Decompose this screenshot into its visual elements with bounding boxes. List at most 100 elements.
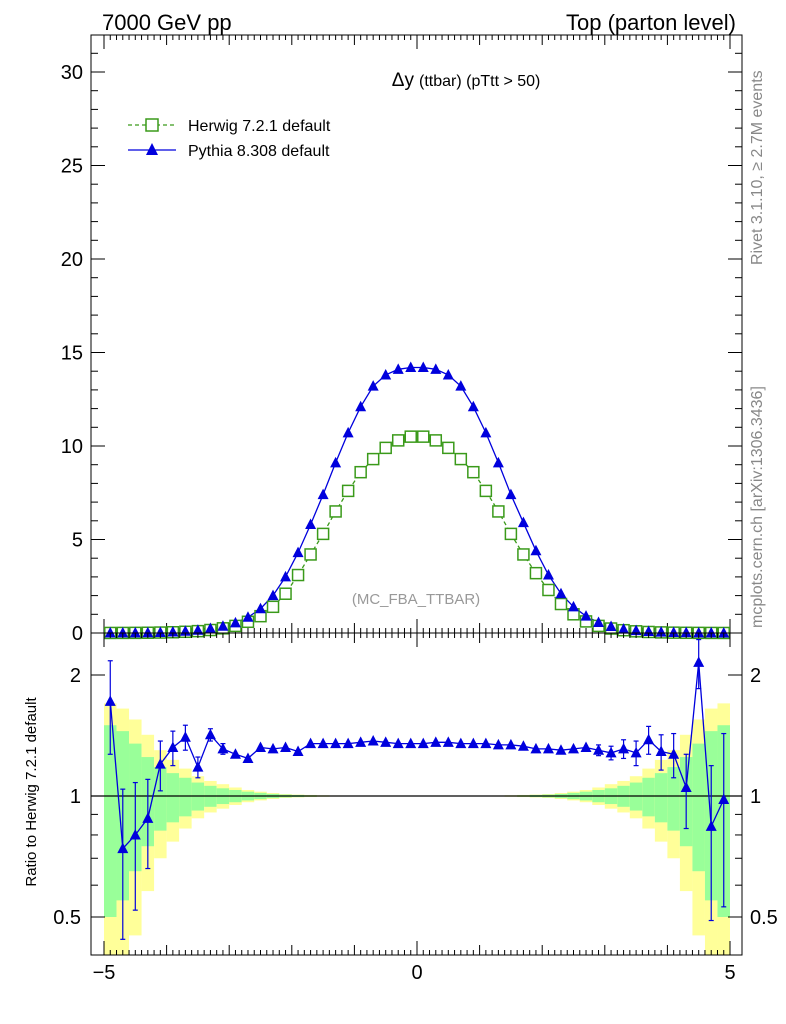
herwig-point (529, 566, 543, 580)
ratio-ytick-label-right: 1 (750, 786, 761, 808)
main-ytick-label: 0 (72, 623, 83, 645)
pythia-point (292, 546, 304, 558)
rivet-version-label: Rivet 3.1.10, ≥ 2.7M events (749, 70, 766, 265)
legend: Herwig 7.2.1 default Pythia 8.308 defaul… (128, 118, 331, 160)
ratio-band-inner (166, 773, 180, 823)
legend-herwig-label: Herwig 7.2.1 default (188, 118, 331, 135)
ratio-point (255, 741, 266, 753)
herwig-point (341, 484, 355, 498)
herwig-point (467, 465, 480, 479)
pythia-point (104, 626, 116, 638)
herwig-point (329, 505, 342, 518)
pythia-point (280, 570, 292, 582)
ratio-point (430, 736, 442, 747)
pythia-point (229, 616, 241, 628)
ratio-ytick-label: 0.5 (53, 907, 81, 929)
ratio-point (355, 736, 367, 747)
pythia-point (668, 626, 680, 638)
ratio-point (618, 742, 630, 754)
ratio-point (467, 737, 479, 749)
herwig-point (379, 441, 392, 455)
pythia-point (655, 626, 667, 637)
ratio-point (655, 745, 667, 757)
pythia-point (693, 626, 705, 638)
herwig-point (454, 452, 468, 466)
ratio-point (542, 742, 554, 754)
pythia-point (305, 518, 317, 530)
ratio-point (104, 695, 116, 706)
legend-entry-herwig: Herwig 7.2.1 default (128, 118, 331, 135)
ratio-band-inner (179, 777, 192, 817)
ratio-point (530, 742, 542, 754)
ratio-point (492, 738, 504, 750)
ratio-plot: 0.5 0.5 1 1 2 2 −5 0 5 Ratio to Herwig 7.2.1 de… (23, 632, 778, 984)
pythia-point (217, 620, 229, 631)
ratio-point (142, 812, 154, 823)
ratio-ytick-label-right: 2 (750, 665, 761, 687)
ratio-point (705, 820, 717, 831)
ratio-point (555, 744, 567, 755)
pythia-point (267, 589, 279, 601)
pythia-point (618, 623, 630, 634)
ratio-point (280, 741, 292, 753)
herwig-point (366, 452, 380, 466)
ratio-point (380, 736, 392, 747)
pythia-point (242, 611, 254, 622)
pythia-point (605, 620, 617, 631)
ratio-point (305, 737, 317, 749)
ratio-point (442, 736, 454, 747)
mcplots-label: mcplots.cern.ch [arXiv:1306.3436] (749, 386, 766, 628)
legend-pythia-marker (146, 143, 158, 155)
ratio-point (517, 740, 529, 751)
main-ytick-label: 25 (61, 156, 83, 178)
ratio-point (630, 746, 642, 758)
analysis-watermark: (MC_FBA_TTBAR) (352, 591, 480, 608)
ratio-band-inner (654, 773, 668, 823)
ratio-point (317, 737, 329, 749)
ratio-point (505, 738, 517, 750)
ratio-xtick-label: 0 (411, 962, 422, 984)
pythia-point (380, 368, 392, 380)
ratio-point (154, 758, 166, 769)
pythia-point (517, 516, 529, 528)
ratio-point (480, 737, 492, 749)
pythia-point (405, 361, 417, 372)
pythia-point (317, 488, 329, 500)
pythia-point (455, 380, 467, 391)
herwig-point (479, 484, 493, 498)
ratio-point (229, 748, 241, 759)
ratio-point (129, 828, 141, 840)
pythia-point (330, 456, 342, 468)
pythia-point (117, 626, 129, 638)
ratio-band-inner (642, 777, 655, 817)
pythia-point (355, 400, 367, 412)
ratio-band-inner (692, 743, 705, 872)
pythia-point (630, 624, 642, 636)
herwig-point (354, 465, 367, 479)
herwig-point (504, 527, 518, 541)
herwig-point (417, 430, 430, 443)
herwig-point (554, 597, 568, 611)
pythia-point (142, 626, 154, 638)
ratio-point (242, 752, 254, 763)
pythia-point (154, 626, 166, 637)
main-ytick-label: 15 (61, 343, 83, 365)
ratio-point (267, 742, 279, 754)
ratio-xtick-label: 5 (724, 962, 735, 984)
ratio-point (580, 741, 592, 753)
main-ytick-label: 5 (72, 530, 83, 552)
herwig-point (404, 430, 417, 443)
ratio-point (718, 793, 730, 805)
herwig-point (442, 441, 455, 455)
ratio-point (192, 761, 204, 772)
pythia-point (192, 624, 204, 635)
pythia-point (680, 626, 692, 638)
ratio-point (167, 741, 179, 753)
ratio-point (693, 656, 705, 667)
main-plot: 0 5 10 15 20 25 30 Δy (ttbar) (pTtt > 50) (MC_… (61, 34, 743, 645)
pythia-point (342, 426, 354, 438)
pythia-point (530, 544, 542, 556)
pythia-point (580, 610, 592, 621)
ratio-point (668, 748, 680, 759)
